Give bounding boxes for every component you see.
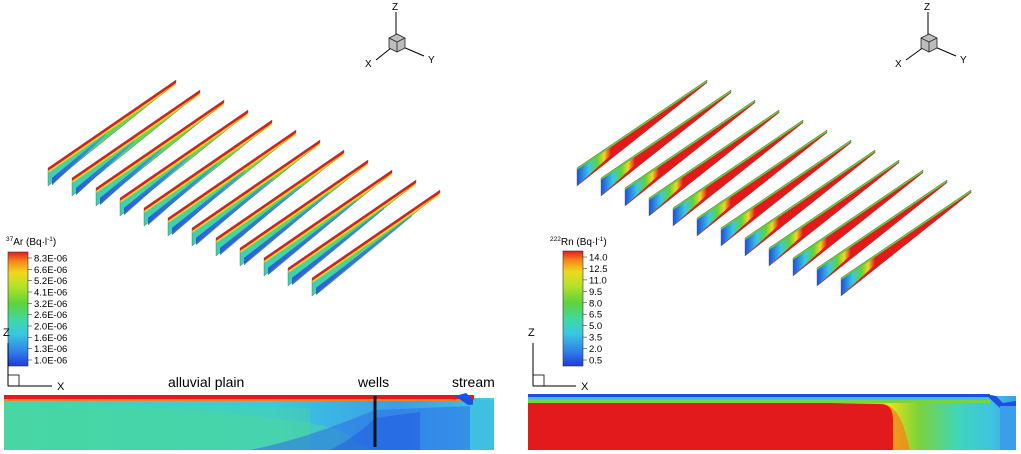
rn-slice (648, 109, 780, 217)
axis-y-label: Y (428, 55, 435, 66)
left-2d-axes: Z X (3, 327, 65, 393)
alluvial-plain-label: alluvial plain (168, 374, 244, 390)
rn-slice (744, 149, 876, 257)
right-2d-axes: Z X (528, 327, 589, 393)
axis2d-x-label: X (57, 381, 65, 393)
rn-legend-tick-label: 5.0 (589, 321, 602, 332)
wells-label: wells (357, 374, 389, 390)
rn-slice (768, 159, 900, 267)
ar-legend-tick-label: 3.2E-06 (34, 299, 67, 310)
rn-slice (816, 179, 948, 287)
ar-slice (191, 139, 321, 247)
ar-color-bar (7, 251, 29, 367)
axis-z-label: Z (924, 2, 930, 13)
ar-legend-tick-label: 5.2E-06 (34, 276, 67, 287)
left-3d-axes: Z X Y (365, 2, 435, 70)
ar-legend-tick-label: 1.6E-06 (34, 333, 67, 344)
rn-legend-tick-label: 0.5 (589, 356, 602, 367)
ar-legend-tick-label: 1.0E-06 (34, 356, 67, 367)
rn-3d-slices (576, 79, 972, 297)
ar-legend: 37Ar (Bq·l-1) 8.3E-066.6E-065.2E-064.1E-… (6, 236, 67, 367)
axis-x-label: X (895, 59, 902, 70)
rn-color-bar (562, 250, 584, 367)
axis2d-z-label: Z (3, 327, 10, 339)
rn-legend-tick-label: 2.0 (589, 344, 602, 355)
rn-legend-tick-label: 8.0 (589, 298, 602, 309)
rn-legend-title: 222Rn (Bq·l-1) (550, 236, 607, 248)
ar-legend-tick-label: 4.1E-06 (34, 288, 67, 299)
rn-slice (624, 99, 756, 207)
ar-slice (311, 189, 441, 297)
ar-slice (71, 89, 201, 197)
ar-slice (239, 159, 369, 267)
rn-legend-tick-label: 6.5 (589, 310, 602, 321)
rn-legend-tick-label: 11.0 (589, 275, 607, 286)
rn-cross-section (528, 394, 1016, 450)
stream-label: stream (452, 374, 495, 390)
axis-x-label: X (365, 59, 372, 70)
rn-slice (840, 189, 972, 297)
ar-legend-title: 37Ar (Bq·l-1) (6, 236, 56, 248)
rn-slice (600, 89, 732, 197)
rn-slice (672, 119, 804, 227)
rn-slice (576, 79, 708, 187)
axis2d-z-label: Z (528, 327, 535, 339)
ar-slice (119, 109, 249, 217)
ar-3d-slices (47, 79, 441, 297)
rn-legend-tick-label: 14.0 (589, 253, 608, 264)
ar-slice (143, 119, 273, 227)
ar-cross-section: alluvial plain wells stream (4, 374, 495, 450)
rn-legend-tick-label: 3.5 (589, 333, 602, 344)
ar-slice (215, 149, 345, 257)
rn-slice (696, 129, 828, 237)
ar-slice (263, 169, 393, 277)
ar-slice (167, 129, 297, 237)
axis-z-label: Z (392, 2, 398, 13)
rn-legend: 222Rn (Bq·l-1) 14.012.511.09.58.06.55.03… (550, 236, 608, 367)
rn-slice (720, 139, 852, 247)
ar-legend-tick-label: 1.3E-06 (34, 344, 67, 355)
right-3d-axes: Z X Y (895, 2, 967, 70)
axis2d-x-label: X (581, 381, 589, 393)
ar-legend-tick-label: 6.6E-06 (34, 265, 67, 276)
ar-slice (95, 99, 225, 207)
ar-legend-tick-label: 2.6E-06 (34, 310, 67, 321)
rn-legend-tick-label: 9.5 (589, 287, 602, 298)
ar-legend-tick-label: 2.0E-06 (34, 322, 67, 333)
ar-slice (287, 179, 417, 287)
ar-legend-tick-label: 8.3E-06 (34, 254, 67, 265)
axis-y-label: Y (960, 55, 967, 66)
rn-legend-tick-label: 12.5 (589, 264, 608, 275)
ar-slice (47, 79, 177, 187)
rn-slice (792, 169, 924, 277)
